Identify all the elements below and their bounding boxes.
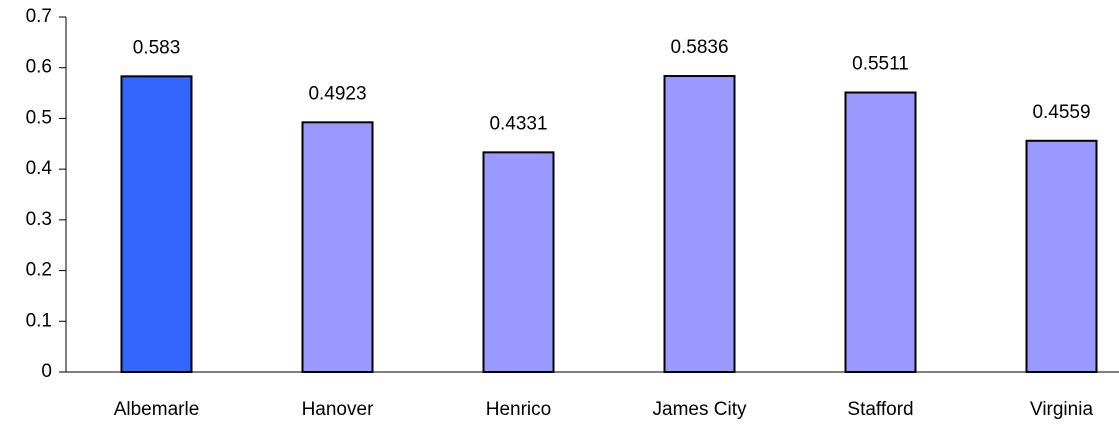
bar: [663, 75, 736, 373]
x-tick-label: Hanover: [302, 399, 374, 420]
y-tick-label: 0.7: [26, 6, 52, 27]
x-tick-label: Stafford: [847, 399, 913, 420]
y-tick-label: 0.6: [26, 57, 52, 78]
value-label: 0.583: [133, 37, 181, 58]
x-tick-label: Virginia: [1030, 399, 1093, 420]
x-tick-label: Albemarle: [114, 399, 200, 420]
value-label: 0.4559: [1032, 102, 1090, 123]
value-label: 0.4331: [489, 113, 547, 134]
bar: [482, 151, 555, 373]
bar: [120, 75, 193, 373]
value-label: 0.5836: [670, 37, 728, 58]
y-tick-label: 0.2: [26, 260, 52, 281]
bar: [1025, 139, 1098, 373]
y-tick-label: 0.4: [26, 158, 53, 179]
x-tick-label: Henrico: [486, 399, 551, 420]
x-tick-label: James City: [653, 399, 747, 420]
value-label: 0.4923: [308, 83, 366, 104]
y-tick-label: 0.3: [26, 209, 52, 230]
y-tick-label: 0.5: [26, 107, 52, 128]
value-label: 0.5511: [852, 54, 909, 75]
y-tick-label: 0: [41, 361, 52, 382]
bar: [301, 121, 374, 373]
y-tick-label: 0.1: [26, 310, 52, 331]
bar: [844, 91, 917, 373]
